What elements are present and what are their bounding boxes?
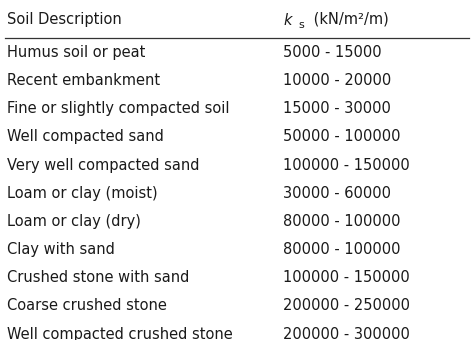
Text: 5000 - 15000: 5000 - 15000 (283, 45, 382, 60)
Text: 100000 - 150000: 100000 - 150000 (283, 270, 410, 285)
Text: Coarse crushed stone: Coarse crushed stone (7, 299, 167, 313)
Text: Loam or clay (dry): Loam or clay (dry) (7, 214, 141, 229)
Text: (kN/m²/m): (kN/m²/m) (309, 12, 389, 27)
Text: 80000 - 100000: 80000 - 100000 (283, 214, 401, 229)
Text: Fine or slightly compacted soil: Fine or slightly compacted soil (7, 101, 229, 116)
Text: Well compacted crushed stone: Well compacted crushed stone (7, 326, 233, 340)
Text: 200000 - 250000: 200000 - 250000 (283, 299, 410, 313)
Text: Humus soil or peat: Humus soil or peat (7, 45, 146, 60)
Text: 30000 - 60000: 30000 - 60000 (283, 186, 392, 201)
Text: Well compacted sand: Well compacted sand (7, 130, 164, 144)
Text: Very well compacted sand: Very well compacted sand (7, 157, 200, 173)
Text: 100000 - 150000: 100000 - 150000 (283, 157, 410, 173)
Text: $k$: $k$ (283, 12, 294, 28)
Text: Recent embankment: Recent embankment (7, 73, 160, 88)
Text: 10000 - 20000: 10000 - 20000 (283, 73, 392, 88)
Text: Clay with sand: Clay with sand (7, 242, 115, 257)
Text: 50000 - 100000: 50000 - 100000 (283, 130, 401, 144)
Text: 80000 - 100000: 80000 - 100000 (283, 242, 401, 257)
Text: Loam or clay (moist): Loam or clay (moist) (7, 186, 158, 201)
Text: 15000 - 30000: 15000 - 30000 (283, 101, 392, 116)
Text: Soil Description: Soil Description (7, 12, 122, 27)
Text: $\mathrm{s}$: $\mathrm{s}$ (298, 20, 306, 30)
Text: Crushed stone with sand: Crushed stone with sand (7, 270, 190, 285)
Text: 200000 - 300000: 200000 - 300000 (283, 326, 410, 340)
